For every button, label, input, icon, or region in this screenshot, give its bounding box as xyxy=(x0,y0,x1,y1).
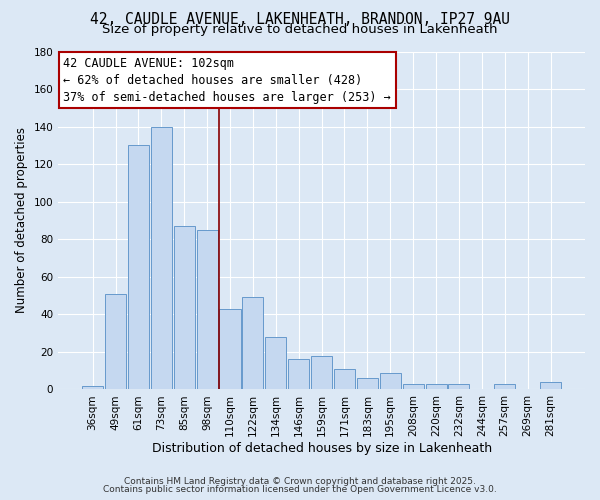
Bar xyxy=(173,226,195,390)
Bar xyxy=(448,384,469,390)
Bar xyxy=(494,384,515,390)
Bar xyxy=(82,386,103,390)
Bar xyxy=(197,230,218,390)
Bar xyxy=(311,356,332,390)
Bar xyxy=(425,384,446,390)
Bar xyxy=(220,308,241,390)
Bar xyxy=(540,382,561,390)
Bar xyxy=(288,360,309,390)
Bar xyxy=(265,337,286,390)
Y-axis label: Number of detached properties: Number of detached properties xyxy=(15,128,28,314)
X-axis label: Distribution of detached houses by size in Lakenheath: Distribution of detached houses by size … xyxy=(152,442,491,455)
Bar xyxy=(380,372,401,390)
Bar xyxy=(357,378,378,390)
Text: 42, CAUDLE AVENUE, LAKENHEATH, BRANDON, IP27 9AU: 42, CAUDLE AVENUE, LAKENHEATH, BRANDON, … xyxy=(90,12,510,28)
Text: 42 CAUDLE AVENUE: 102sqm
← 62% of detached houses are smaller (428)
37% of semi-: 42 CAUDLE AVENUE: 102sqm ← 62% of detach… xyxy=(64,56,391,104)
Bar xyxy=(128,146,149,390)
Text: Size of property relative to detached houses in Lakenheath: Size of property relative to detached ho… xyxy=(102,22,498,36)
Bar xyxy=(403,384,424,390)
Bar xyxy=(151,126,172,390)
Text: Contains HM Land Registry data © Crown copyright and database right 2025.: Contains HM Land Registry data © Crown c… xyxy=(124,477,476,486)
Bar xyxy=(334,369,355,390)
Bar xyxy=(242,298,263,390)
Bar xyxy=(105,294,126,390)
Text: Contains public sector information licensed under the Open Government Licence v3: Contains public sector information licen… xyxy=(103,484,497,494)
